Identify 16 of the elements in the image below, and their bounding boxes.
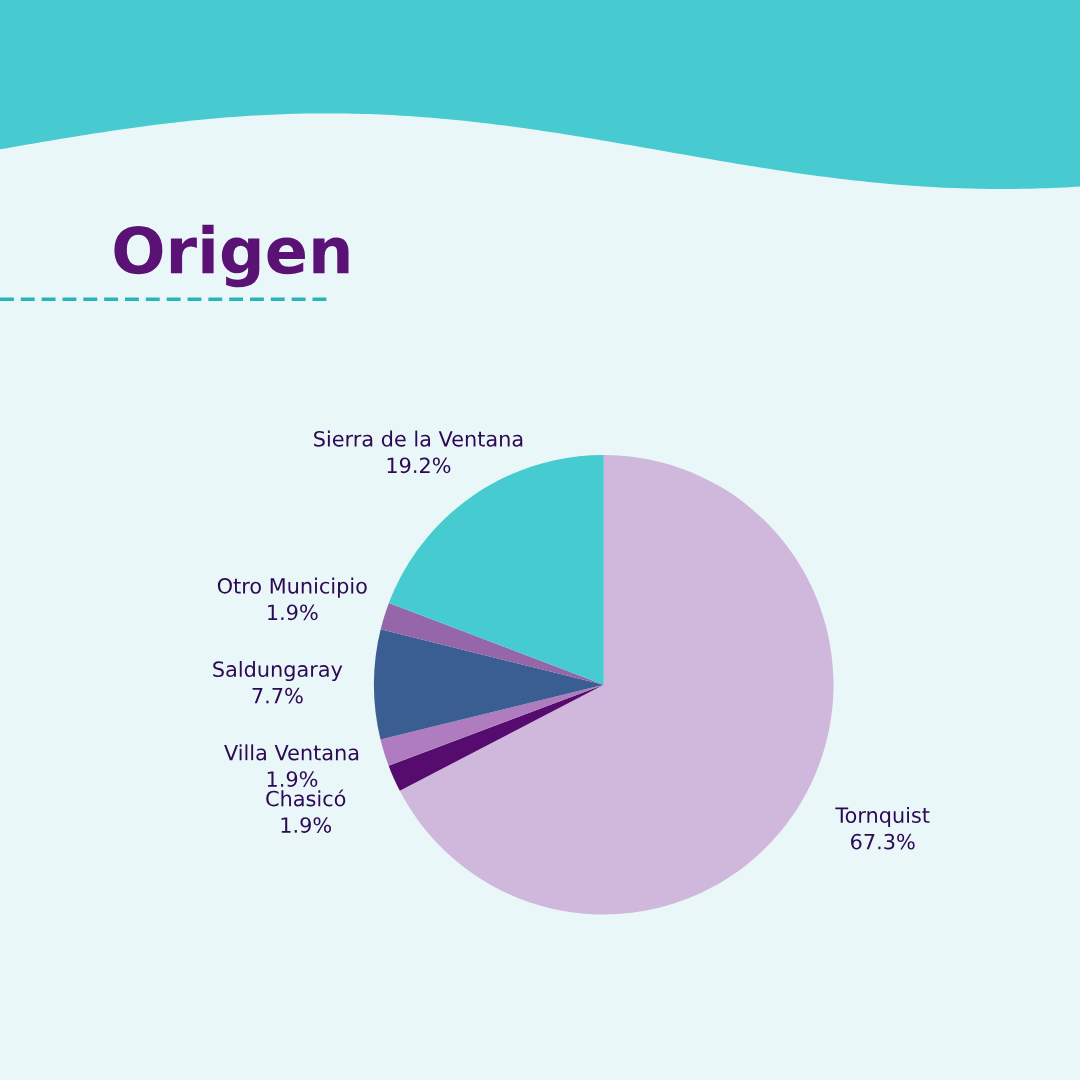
pie-slice bbox=[388, 454, 604, 685]
slice-label: Villa Ventana bbox=[224, 744, 359, 761]
data-label: 67.3% bbox=[851, 833, 915, 850]
data-label: 1.9% bbox=[281, 817, 332, 833]
data-label: 19.2% bbox=[387, 457, 451, 474]
pie-slice bbox=[373, 629, 604, 740]
data-label: 7.7% bbox=[252, 687, 303, 704]
data-label: 1.9% bbox=[268, 604, 318, 621]
slice-label: Saldungaray bbox=[213, 660, 343, 682]
data-label: 1.9% bbox=[267, 771, 318, 787]
slice-label: Tornquist bbox=[835, 806, 930, 828]
slice-label: Otro Municipio bbox=[217, 577, 367, 598]
slice-label: Chasicó bbox=[266, 789, 346, 807]
slice-label: Sierra de la Ventana bbox=[314, 430, 523, 447]
pie-slice bbox=[380, 684, 604, 766]
chart-title: Origen bbox=[114, 224, 349, 288]
